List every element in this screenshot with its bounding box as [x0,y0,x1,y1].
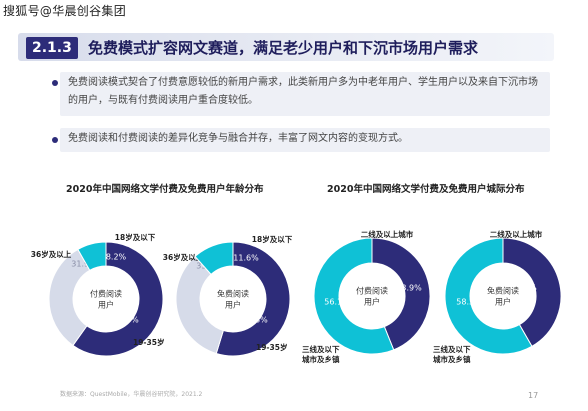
pie-slice [72,241,164,357]
donut-center-label: 用户 [364,297,380,307]
donut-hole [340,264,404,328]
pie-slice [313,237,395,355]
bullet-dot-icon [52,80,58,86]
slice-category-label: 36岁及以上 [31,249,72,259]
donut-center-label: 用户 [98,300,114,310]
slice-category-label: 城市及乡镇 [433,354,471,364]
slice-category-label: 19-35岁 [256,342,288,352]
slice-category-label: 18岁及以下 [252,234,293,244]
slice-value-label: 11.6% [233,254,259,263]
pie-slice [215,241,291,357]
donut-hole [201,267,265,331]
slice-category-label: 36岁及以上 [163,252,204,262]
pie-slice [175,255,224,355]
bullet-text-2: 免费阅读和付费阅读的差异化竞争与融合并存，丰富了网文内容的变现方式。 [68,133,408,144]
pie-slice [194,241,234,276]
pie-slice [371,237,431,351]
watermark: 搜狐号@华晨创谷集团 [3,4,127,18]
donut-hole [471,264,535,328]
slice-value-label: 56.1% [324,298,350,307]
bullet-box-2 [60,128,550,152]
donut-center-label: 用户 [495,297,511,307]
bullet-dot-icon [52,137,58,143]
slice-value-label: 58.3% [456,298,482,307]
donut-center-label: 免费阅读 [217,289,249,299]
slice-category-label: 城市及乡镇 [302,354,340,364]
bullet-box-1 [60,72,550,116]
pie-slice [502,237,562,347]
page-title: 免费模式扩容网文赛道，满足老少用户和下沉市场用户需求 [88,39,479,57]
section-number: 2.1.3 [26,37,78,59]
slice-category-label: 三线及以下 [433,344,471,354]
slice-value-label: 31.9% [71,260,97,269]
slice-category-label: 三线及以下 [302,344,340,354]
pie-slice [444,237,533,355]
slice-category-label: 19-35岁 [133,337,165,347]
slice-value-label: 8.2% [106,253,127,262]
slice-category-label: 二线及以上城市 [490,229,543,239]
slice-value-label: 43.9% [396,284,422,293]
title-bar [18,33,554,61]
donut-hole [74,267,138,331]
slice-category-label: 18岁及以下 [115,232,156,242]
donut-center-label: 付费阅读 [356,286,388,296]
page-number: 17 [528,391,539,400]
chart-title-city: 2020年中国网络文学付费及免费用户城际分布 [327,184,525,195]
donut-center-label: 付费阅读 [90,289,122,299]
donut-center-label: 免费阅读 [487,286,519,296]
bullet-text-1: 免费阅读模式契合了付费意愿较低的新用户需求，此类新用户多为中老年用户、学生用户以… [68,77,538,106]
source-note: 数据来源：QuestMobile，华晨创谷研究院，2021.2 [60,391,203,398]
pie-slice [48,248,91,347]
donut-center-label: 用户 [225,300,241,310]
slice-category-label: 二线及以上城市 [361,229,414,239]
chart-title-age: 2020年中国网络文学付费及免费用户年龄分布 [66,184,264,195]
pie-slice [77,241,107,271]
